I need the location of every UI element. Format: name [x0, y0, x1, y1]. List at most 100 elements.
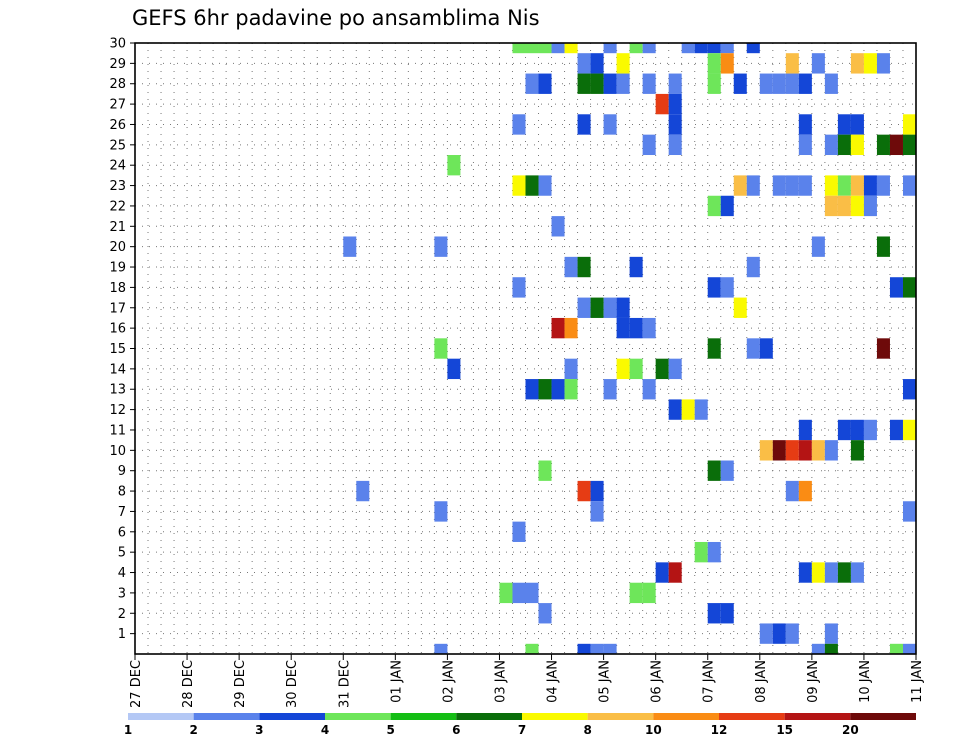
y-tick-label: 6 [118, 525, 126, 540]
heatmap-cell [746, 43, 760, 54]
heatmap-cell [434, 338, 448, 359]
heatmap-cell [603, 43, 617, 54]
heatmap-cell [824, 562, 838, 583]
heatmap-cell [772, 73, 786, 94]
colorbar-label: 10 [645, 723, 662, 737]
heatmap-cell [551, 43, 565, 54]
heatmap-cell [694, 541, 708, 563]
colorbar-label: 12 [711, 723, 728, 737]
heatmap-cell [642, 582, 656, 604]
heatmap-cell [564, 317, 578, 339]
heatmap-cell [694, 43, 708, 54]
heatmap-cell [863, 175, 877, 196]
heatmap-cell [785, 53, 799, 74]
heatmap-cell [707, 460, 721, 481]
heatmap-cell [785, 623, 799, 644]
heatmap-cell [694, 399, 708, 420]
heatmap-cell [707, 338, 721, 359]
heatmap-cell [603, 379, 617, 400]
heatmap-cell [577, 114, 591, 135]
heatmap-cell [746, 256, 760, 278]
heatmap-cell [629, 317, 643, 339]
y-tick-label: 18 [109, 281, 126, 296]
heatmap-cell [525, 43, 539, 54]
heatmap-cell [811, 562, 825, 583]
colorbar-label: 8 [583, 723, 591, 737]
heatmap-cell [889, 643, 903, 654]
colorbar-swatch [719, 713, 785, 720]
colorbar-label: 15 [776, 723, 793, 737]
y-tick-label: 24 [109, 159, 126, 174]
heatmap-cell [577, 297, 591, 318]
heatmap-cell [876, 175, 890, 196]
heatmap-cell [720, 53, 734, 74]
heatmap-cell [447, 155, 461, 176]
heatmap-cell [720, 43, 734, 54]
heatmap-cell [564, 256, 578, 278]
heatmap-cell [746, 338, 760, 359]
heatmap-cell [564, 358, 578, 380]
heatmap-cell [629, 358, 643, 380]
heatmap-cell [876, 53, 890, 74]
heatmap-cell [629, 582, 643, 604]
heatmap-cell [525, 73, 539, 94]
heatmap-cell [811, 236, 825, 257]
heatmap-cell [876, 236, 890, 257]
y-tick-label: 20 [109, 240, 126, 255]
heatmap-cell [616, 73, 630, 94]
heatmap-cell [603, 73, 617, 94]
colorbar: 1 2 3 4 5 6 7 8 10 12 15 20 [124, 713, 916, 737]
colorbar-label: 3 [255, 723, 263, 737]
x-tick-label: 01 JAN [389, 660, 404, 703]
heatmap-cell [850, 440, 864, 461]
y-tick-label: 22 [109, 199, 126, 214]
y-tick-label: 19 [109, 261, 126, 276]
x-tick-label: 06 JAN [650, 660, 665, 703]
heatmap-cell [577, 53, 591, 74]
colorbar-label: 2 [189, 723, 197, 737]
heatmap-cell [668, 399, 682, 420]
heatmap-cell [798, 73, 812, 94]
heatmap-cell [629, 43, 643, 54]
heatmap-cell [876, 134, 890, 156]
heatmap-cell [837, 562, 851, 583]
heatmap-cell [902, 379, 916, 400]
y-tick-label: 3 [118, 586, 126, 601]
heatmap-cell [655, 93, 669, 115]
heatmap-cell [681, 399, 695, 420]
x-tick-label: 27 DEC [129, 660, 144, 708]
heatmap-cell [603, 114, 617, 135]
heatmap-cell [642, 73, 656, 94]
heatmap-cell [655, 562, 669, 583]
heatmap-cell [642, 379, 656, 400]
heatmap-cell [785, 480, 799, 502]
colorbar-swatch [128, 713, 194, 720]
heatmap-cell [707, 603, 721, 624]
x-tick-label: 10 JAN [858, 660, 873, 703]
heatmap-cell [785, 73, 799, 94]
heatmap-cell [707, 53, 721, 74]
heatmap-cell [902, 501, 916, 522]
heatmap-cell [759, 73, 773, 94]
heatmap-cell [434, 501, 448, 522]
heatmap-cell [707, 73, 721, 94]
y-tick-label: 13 [109, 383, 126, 398]
heatmap-cell [824, 623, 838, 644]
heatmap-cell [668, 562, 682, 583]
heatmap-cell [863, 419, 877, 441]
heatmap-cell [577, 73, 591, 94]
heatmap-cell [759, 623, 773, 644]
heatmap-cell [642, 43, 656, 54]
heatmap-cell [668, 73, 682, 94]
y-tick-label: 27 [109, 98, 126, 113]
heatmap-cell [772, 440, 786, 461]
heatmap-cell [824, 195, 838, 217]
x-tick-label: 08 JAN [754, 660, 769, 703]
heatmap-cell [642, 134, 656, 156]
y-tick-label: 12 [109, 403, 126, 418]
heatmap-cell [707, 195, 721, 217]
axis-ticks: 1234567891011121314151617181920212223242… [109, 37, 925, 708]
y-tick-label: 25 [109, 138, 126, 153]
heatmap-cell [876, 338, 890, 359]
